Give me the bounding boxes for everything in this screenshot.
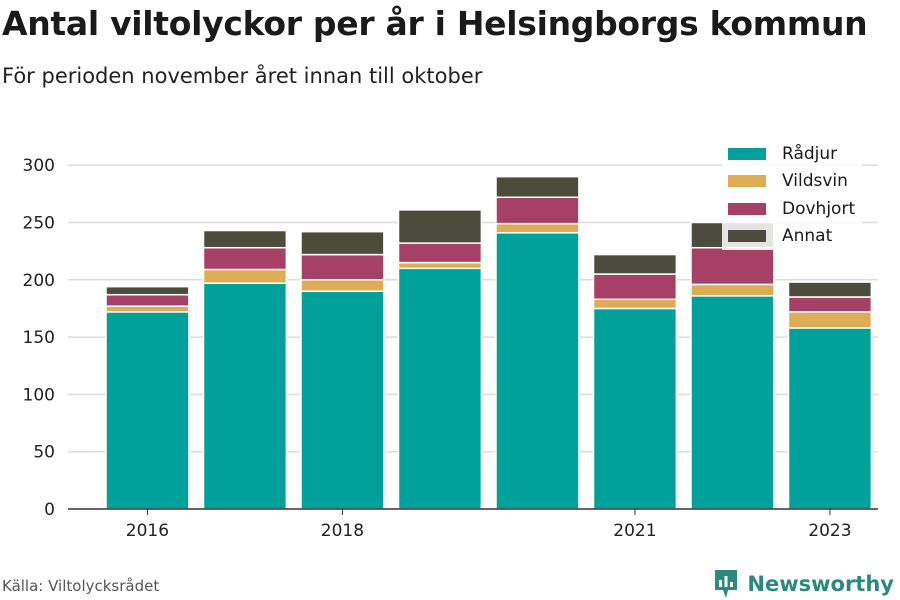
source-note: Källa: Viltolycksrådet (2, 577, 160, 595)
legend-item: Vildsvin (722, 168, 862, 196)
bar-segment-annat (105, 285, 190, 296)
newsworthy-logo-icon (715, 570, 738, 598)
bar-segment-annat (592, 253, 678, 275)
bar-segment-rådjur (105, 311, 190, 510)
bar-segment-rådjur (300, 290, 385, 510)
legend-swatch (728, 202, 766, 215)
bar-segment-vildsvin (105, 305, 190, 313)
bar-segment-dovhjort (787, 296, 873, 313)
y-tick-label: 0 (44, 500, 55, 520)
bar-segment-vildsvin (690, 283, 775, 297)
bar-segment-vildsvin (300, 279, 385, 293)
legend-item: Annat (722, 223, 862, 251)
bar-segment-annat (495, 175, 580, 199)
legend-label: Dovhjort (782, 198, 856, 219)
bar-segment-dovhjort (495, 196, 580, 225)
bar-segment-annat (397, 209, 483, 244)
chart-subtitle: För perioden november året innan till ok… (2, 64, 483, 88)
bar-segment-dovhjort (202, 246, 288, 271)
bar-segment-vildsvin (787, 311, 873, 329)
y-tick-label: 150 (23, 328, 55, 348)
brand-name: Newsworthy (747, 572, 894, 596)
bar-segment-rådjur (690, 295, 775, 510)
x-tick-label: 2016 (126, 521, 169, 541)
bar-segment-vildsvin (202, 268, 288, 284)
chart-title: Antal viltolyckor per år i Helsingborgs … (2, 4, 868, 43)
legend-swatch (728, 147, 766, 160)
bar-segment-dovhjort (397, 242, 483, 264)
bar-segment-dovhjort (105, 293, 190, 307)
bar-segment-annat (300, 230, 385, 256)
legend-item: Dovhjort (722, 195, 862, 223)
y-tick-label: 250 (23, 213, 55, 233)
x-tick-label: 2021 (613, 521, 656, 541)
y-tick-label: 100 (23, 385, 55, 405)
bar-segment-rådjur (495, 232, 580, 510)
chart-legend: Rådjur Vildsvin Dovhjort Annat (722, 140, 862, 250)
legend-label: Annat (782, 226, 833, 247)
bar-segment-dovhjort (690, 246, 775, 286)
y-tick-label: 300 (23, 156, 55, 176)
bar-segment-vildsvin (592, 298, 678, 310)
legend-label: Rådjur (782, 143, 838, 164)
bar-segment-dovhjort (300, 253, 385, 281)
x-tick-label: 2018 (321, 521, 364, 541)
y-tick-label: 200 (23, 271, 55, 291)
bar-segment-annat (787, 281, 873, 298)
bar-segment-rådjur (592, 307, 678, 510)
brand-logo: Newsworthy (713, 568, 894, 600)
bar-segment-rådjur (202, 282, 288, 510)
legend-swatch (728, 175, 766, 188)
bar-segment-vildsvin (495, 222, 580, 234)
legend-label: Vildsvin (782, 171, 848, 192)
bar-segment-vildsvin (397, 261, 483, 270)
legend-swatch (728, 230, 766, 243)
bar-segment-dovhjort (592, 273, 678, 301)
bar-segment-annat (202, 229, 288, 249)
y-tick-label: 50 (33, 443, 55, 463)
x-tick-label: 2023 (808, 521, 851, 541)
bar-segment-rådjur (397, 267, 483, 510)
bar-segment-rådjur (787, 327, 873, 510)
legend-item: Rådjur (722, 140, 862, 168)
